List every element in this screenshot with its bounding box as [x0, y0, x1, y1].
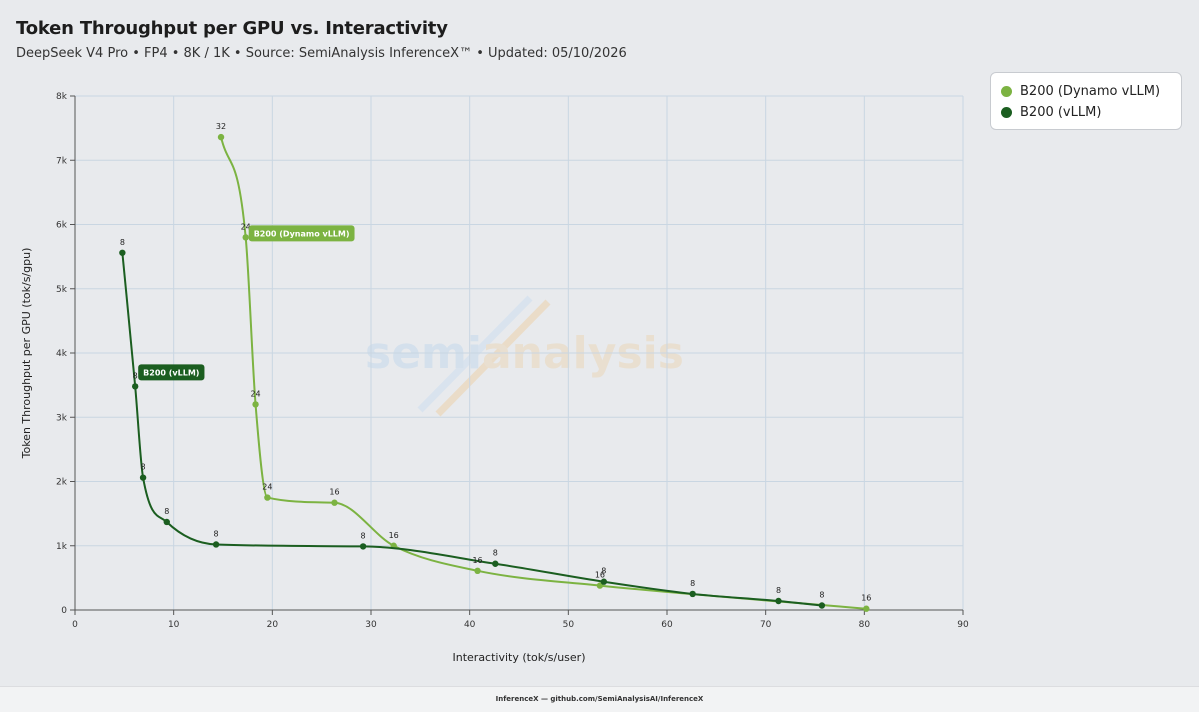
data-point-vllm[interactable]	[689, 590, 696, 598]
chart-canvas: semianalysis 0 10 20 30 40 50 60 70 80 90 0 1k 2k 3k 4…	[20, 92, 969, 664]
data-point-dynamo[interactable]	[331, 499, 338, 506]
y-tick-label: 2k	[56, 478, 68, 488]
data-label-vllm: 8	[133, 371, 138, 380]
data-label-vllm: 8	[493, 549, 498, 558]
y-tick-label: 4k	[56, 349, 68, 359]
axes: 0 10 20 30 40 50 60 70 80 90 0 1k 2k 3k 4k 5k 6k 7k 8k Inte…	[20, 92, 969, 664]
data-point-vllm[interactable]	[139, 474, 147, 481]
data-label-vllm: 8	[819, 591, 824, 600]
data-label-vllm: 8	[776, 586, 781, 595]
data-label-vllm: 8	[141, 463, 146, 472]
x-tick-label: 90	[957, 620, 969, 630]
data-point-vllm[interactable]	[775, 597, 782, 605]
data-point-vllm[interactable]	[600, 578, 608, 585]
y-tick-label: 8k	[56, 92, 68, 102]
watermark-stroke	[435, 299, 551, 417]
series-tag-dynamo: B200 (Dynamo vLLM)	[248, 225, 355, 242]
data-point-vllm[interactable]	[359, 543, 367, 550]
x-tick-label: 30	[365, 620, 377, 630]
x-tick-label: 40	[464, 620, 476, 630]
x-tick-label: 20	[267, 620, 279, 630]
data-label-dynamo: 32	[216, 122, 226, 131]
data-label-vllm: 8	[214, 529, 219, 538]
x-axis-title: Interactivity (tok/s/user)	[453, 651, 586, 664]
legend-swatch-dynamo	[1001, 86, 1012, 97]
data-point-vllm[interactable]	[131, 383, 139, 390]
data-point-dynamo[interactable]	[474, 567, 481, 575]
data-label-dynamo: 24	[250, 389, 260, 398]
y-tick-label: 7k	[56, 156, 68, 166]
x-tick-label: 0	[72, 620, 78, 630]
data-point-vllm[interactable]	[212, 541, 220, 548]
grid	[74, 95, 964, 611]
x-tick-label: 80	[859, 620, 871, 630]
series-line-vllm	[121, 252, 823, 607]
x-tick-label: 50	[563, 620, 575, 630]
series-tag-box-dynamo	[248, 225, 355, 242]
data-label-dynamo: 16	[472, 556, 482, 565]
series-tag-box-vllm	[138, 364, 205, 381]
data-label-dynamo: 24	[262, 483, 272, 492]
data-point-vllm[interactable]	[119, 249, 126, 256]
y-tick-label: 1k	[56, 542, 68, 552]
y-tick-label: 5k	[56, 285, 68, 295]
chart-subtitle: DeepSeek V4 Pro • FP4 • 8K / 1K • Source…	[16, 46, 627, 61]
data-point-dynamo[interactable]	[596, 582, 604, 589]
data-point-vllm[interactable]	[818, 602, 826, 609]
data-point-vllm[interactable]	[163, 518, 170, 526]
x-tick-label: 60	[661, 620, 673, 630]
legend: B200 (Dynamo vLLM) B200 (vLLM)	[990, 72, 1182, 130]
series-tag-vllm: B200 (vLLM)	[138, 364, 205, 381]
y-tick-label: 3k	[56, 413, 68, 423]
y-axis-title: Token Throughput per GPU (tok/s/gpu)	[20, 248, 33, 460]
x-tick-label: 10	[168, 620, 180, 630]
legend-item-dynamo[interactable]: B200 (Dynamo vLLM)	[1001, 81, 1171, 102]
data-label-vllm: 8	[601, 567, 606, 576]
data-point-dynamo[interactable]	[863, 605, 870, 612]
data-label-vllm: 8	[120, 238, 125, 247]
data-label-dynamo: 16	[389, 531, 399, 540]
data-point-dynamo[interactable]	[252, 401, 259, 408]
data-label-vllm: 8	[361, 531, 366, 540]
legend-swatch-vllm	[1001, 107, 1012, 118]
series-tag-text-vllm: B200 (vLLM)	[143, 368, 199, 377]
data-label-dynamo: 16	[861, 594, 871, 603]
series-layer	[119, 133, 870, 612]
series-tag-text-dynamo: B200 (Dynamo vLLM)	[254, 229, 350, 238]
legend-label-vllm: B200 (vLLM)	[1020, 105, 1102, 120]
data-point-dynamo[interactable]	[217, 133, 225, 141]
data-label-vllm: 8	[164, 507, 169, 516]
watermark: semianalysis	[365, 295, 684, 417]
data-point-dynamo[interactable]	[264, 494, 271, 501]
y-tick-label: 6k	[56, 221, 68, 231]
data-label-dynamo: 24	[241, 222, 251, 231]
watermark-stroke	[417, 295, 533, 413]
data-point-vllm[interactable]	[492, 560, 499, 567]
chart-title: Token Throughput per GPU vs. Interactivi…	[16, 18, 448, 39]
data-label-vllm: 8	[690, 579, 695, 588]
data-point-dynamo[interactable]	[242, 234, 249, 241]
data-label-dynamo: 16	[329, 488, 339, 497]
x-tick-label: 70	[760, 620, 772, 630]
series-tags: B200 (Dynamo vLLM) B200 (vLLM)	[138, 225, 355, 381]
y-tick-label: 0	[61, 606, 67, 616]
legend-item-vllm[interactable]: B200 (vLLM)	[1001, 102, 1171, 123]
legend-label-dynamo: B200 (Dynamo vLLM)	[1020, 84, 1161, 99]
data-label-dynamo: 16	[595, 571, 605, 580]
footer[interactable]: InferenceX — github.com/SemiAnalysisAI/I…	[0, 686, 1199, 712]
